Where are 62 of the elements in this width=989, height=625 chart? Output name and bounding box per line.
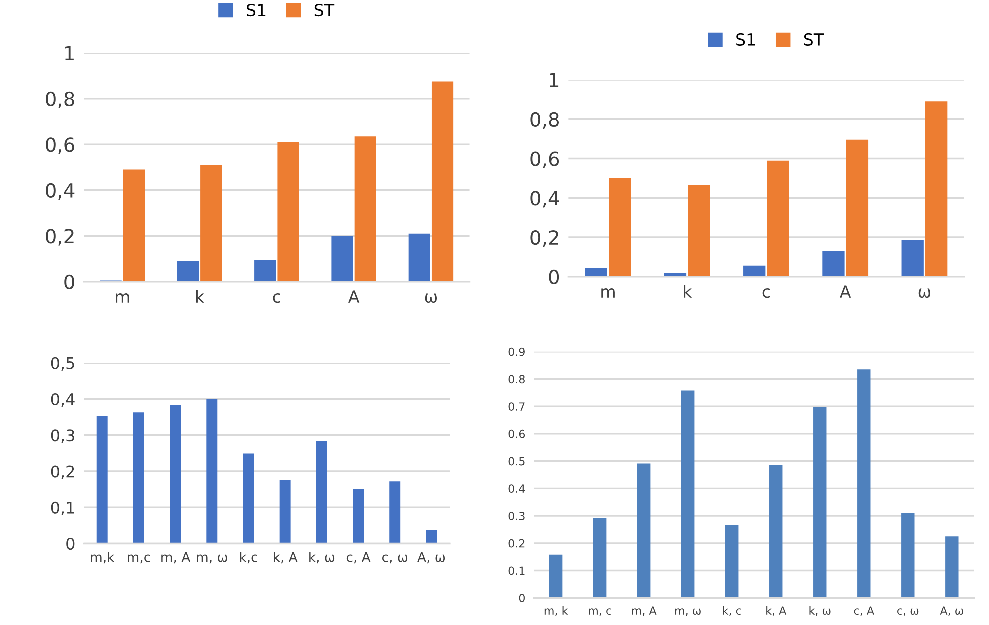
- y-tick-label: 0.1: [508, 566, 525, 576]
- y-tick-label: 0: [66, 538, 75, 550]
- x-tick-label: k, ω: [810, 606, 831, 616]
- x-tick-label: A: [840, 286, 852, 298]
- y-tick-label: 0,6: [46, 138, 75, 154]
- y-tick-label: 0,4: [51, 393, 75, 408]
- y-tick-label: 0.9: [508, 348, 525, 356]
- x-tick-label: c: [273, 294, 280, 304]
- legend-label: S1: [247, 4, 266, 17]
- y-tick-label: 0,4: [530, 191, 560, 208]
- x-tick-label: k, c: [723, 606, 742, 616]
- x-tick-label: m, ω: [676, 608, 701, 616]
- x-tick-label: A, ω: [418, 552, 446, 564]
- x-tick-label: A: [348, 290, 360, 303]
- y-tick-label: 1: [550, 73, 559, 88]
- y-tick-label: 0.3: [508, 512, 525, 520]
- x-tick-label: m, k: [544, 606, 568, 616]
- y-tick-label: 0.8: [508, 375, 525, 384]
- y-tick-label: 0,3: [51, 430, 74, 444]
- x-tick-label: m, c: [589, 608, 612, 616]
- legend-label: S1: [736, 33, 756, 46]
- y-tick-label: 0.4: [508, 484, 526, 494]
- x-tick-label: k, A: [274, 552, 298, 564]
- x-tick-label: ω: [425, 294, 438, 304]
- x-tick-label: m: [602, 288, 615, 298]
- y-tick-label: 0.6: [508, 430, 526, 438]
- y-tick-label: 0,6: [530, 152, 560, 168]
- x-tick-label: c: [762, 288, 770, 298]
- y-tick-label: 0.5: [508, 457, 525, 466]
- y-tick-label: 0.7: [508, 402, 525, 411]
- x-tick-label: k, A: [766, 606, 787, 616]
- y-tick-label: 0,8: [46, 92, 74, 109]
- y-tick-label: 0: [64, 274, 74, 290]
- y-tick-label: 0: [519, 594, 525, 603]
- x-tick-label: c, ω: [898, 608, 919, 616]
- y-tick-label: 0.2: [508, 539, 525, 548]
- x-tick-label: m: [116, 294, 130, 303]
- x-tick-label: c, ω: [382, 554, 408, 564]
- y-tick-label: 1: [65, 46, 74, 61]
- x-tick-label: c, A: [854, 606, 874, 616]
- x-tick-label: k: [196, 290, 205, 303]
- y-tick-label: 0,2: [46, 229, 74, 246]
- x-tick-label: A, ω: [940, 606, 964, 616]
- x-tick-label: m,k: [91, 552, 115, 564]
- y-tick-label: 0,4: [46, 183, 75, 200]
- x-tick-label: ω: [918, 288, 931, 298]
- x-tick-label: k,c: [240, 552, 258, 564]
- x-tick-label: m, ω: [197, 554, 228, 564]
- x-tick-label: m, A: [632, 606, 657, 616]
- y-tick-label: 0: [549, 270, 560, 285]
- x-tick-label: m, A: [162, 552, 191, 564]
- y-tick-label: 0,5: [51, 357, 74, 372]
- y-tick-label: 0,2: [530, 230, 558, 248]
- x-tick-label: k: [684, 285, 692, 298]
- x-tick-label: c, A: [346, 552, 371, 564]
- x-tick-label: k, ω: [310, 552, 335, 564]
- y-tick-label: 0,1: [51, 502, 74, 516]
- legend-label: ST: [314, 4, 335, 17]
- y-tick-label: 0,2: [51, 466, 74, 480]
- legend-label: ST: [804, 33, 824, 46]
- x-tick-label: m,c: [128, 554, 150, 564]
- y-tick-label: 0,8: [530, 112, 560, 130]
